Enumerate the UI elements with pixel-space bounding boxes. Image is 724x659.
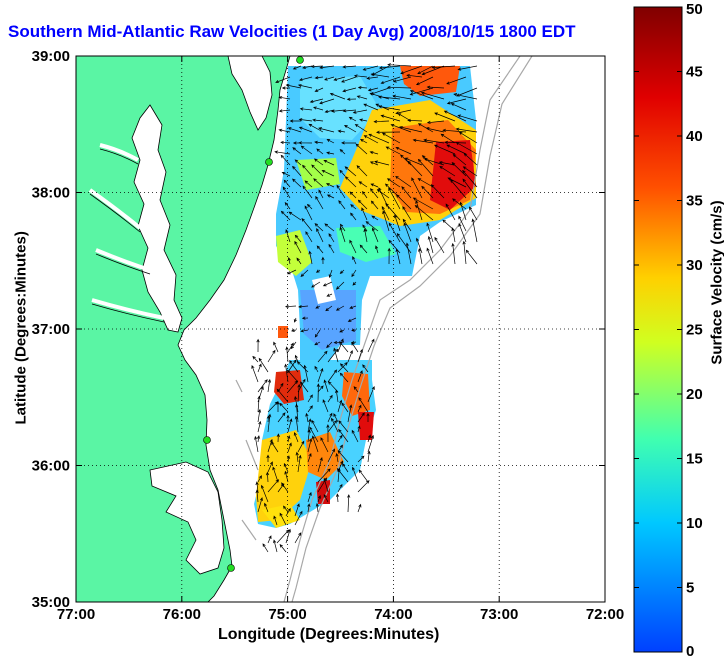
colorbar-overlap [604, 18, 632, 46]
colorbar [633, 6, 683, 653]
grid-lines [76, 56, 605, 602]
colorbar-ticks: 0 5 10 15 20 25 30 35 40 45 50 [634, 1, 703, 659]
x-tick-label: 74:00 [374, 606, 412, 623]
pamlico-sound [149, 461, 225, 575]
delaware-bay [227, 56, 273, 131]
y-tick-label: 39:00 [32, 48, 70, 65]
y-tick-label: 37:00 [32, 321, 70, 338]
chesapeake-bay [131, 104, 183, 333]
tributaries [88, 143, 165, 320]
x-axis-label: Longitude (Degrees:Minutes) [218, 626, 440, 643]
radar-stations [203, 56, 304, 572]
colorbar-label: Surface Velocity (cm/s) [708, 200, 724, 365]
colorbar-tick-label: 10 [686, 515, 703, 532]
x-tick-label: 75:00 [268, 606, 306, 623]
x-axis-ticks: 77:00 76:00 75:00 74:00 73:00 72:00 [57, 56, 624, 623]
colorbar-tick-label: 20 [686, 386, 703, 403]
x-tick-label: 72:00 [586, 606, 624, 623]
y-tick-label: 38:00 [32, 185, 70, 202]
colorbar-tick-label: 15 [686, 451, 703, 468]
x-tick-label: 73:00 [480, 606, 518, 623]
y-tick-label: 36:00 [32, 458, 70, 475]
x-tick-label: 76:00 [163, 606, 201, 623]
y-axis-label: Latitude (Degrees:Minutes) [12, 231, 30, 425]
colorbar-tick-label: 35 [686, 193, 703, 210]
y-axis-ticks: 35:00 36:00 37:00 38:00 39:00 [32, 48, 605, 611]
map-title: Southern Mid-Atlantic Raw Velocities (1 … [8, 22, 576, 41]
bathymetry-contours [235, 56, 533, 602]
x-tick-label: 77:00 [57, 606, 95, 623]
colorbar-tick-label: 5 [686, 580, 694, 597]
velocity-vectors [251, 63, 478, 553]
colorbar-tick-label: 50 [686, 1, 703, 18]
colorbar-tick-label: 45 [686, 64, 703, 81]
y-tick-label: 35:00 [32, 594, 70, 611]
colorbar-tick-label: 25 [686, 322, 703, 339]
colorbar-tick-label: 0 [686, 643, 694, 659]
colorbar-tick-label: 30 [686, 257, 703, 274]
colorbar-tick-label: 40 [686, 128, 703, 145]
